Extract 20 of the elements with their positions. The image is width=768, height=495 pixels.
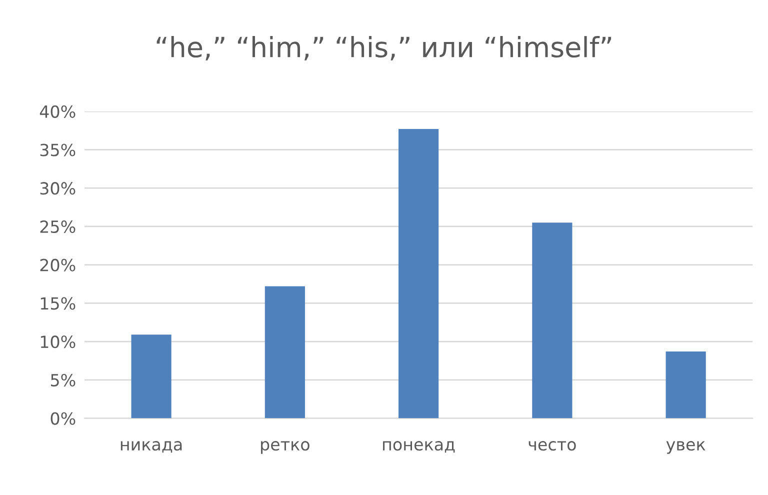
bar <box>264 286 305 418</box>
y-tick-label: 5% <box>50 374 76 386</box>
y-tick-label: 0% <box>50 412 76 425</box>
y-tick-label: 35% <box>40 144 76 156</box>
x-tick-label: никада <box>120 441 182 453</box>
y-tick-label: 40% <box>40 105 76 118</box>
bar <box>666 352 706 418</box>
bar <box>398 129 439 418</box>
bar <box>131 334 172 418</box>
y-tick-label: 20% <box>40 258 76 272</box>
y-tick-label: 30% <box>40 182 76 195</box>
y-tick-label: 15% <box>40 297 76 310</box>
x-tick-label: често <box>528 441 576 451</box>
y-tick-label: 25% <box>40 220 76 234</box>
x-tick-label: понекад <box>383 441 455 453</box>
y-tick-label: 10% <box>40 336 76 348</box>
x-tick-label: ретко <box>261 441 310 454</box>
chart-title: “he,” “him,” “his,” или “himself” <box>156 36 612 60</box>
x-tick-label: увек <box>666 441 706 454</box>
bar <box>532 222 572 418</box>
